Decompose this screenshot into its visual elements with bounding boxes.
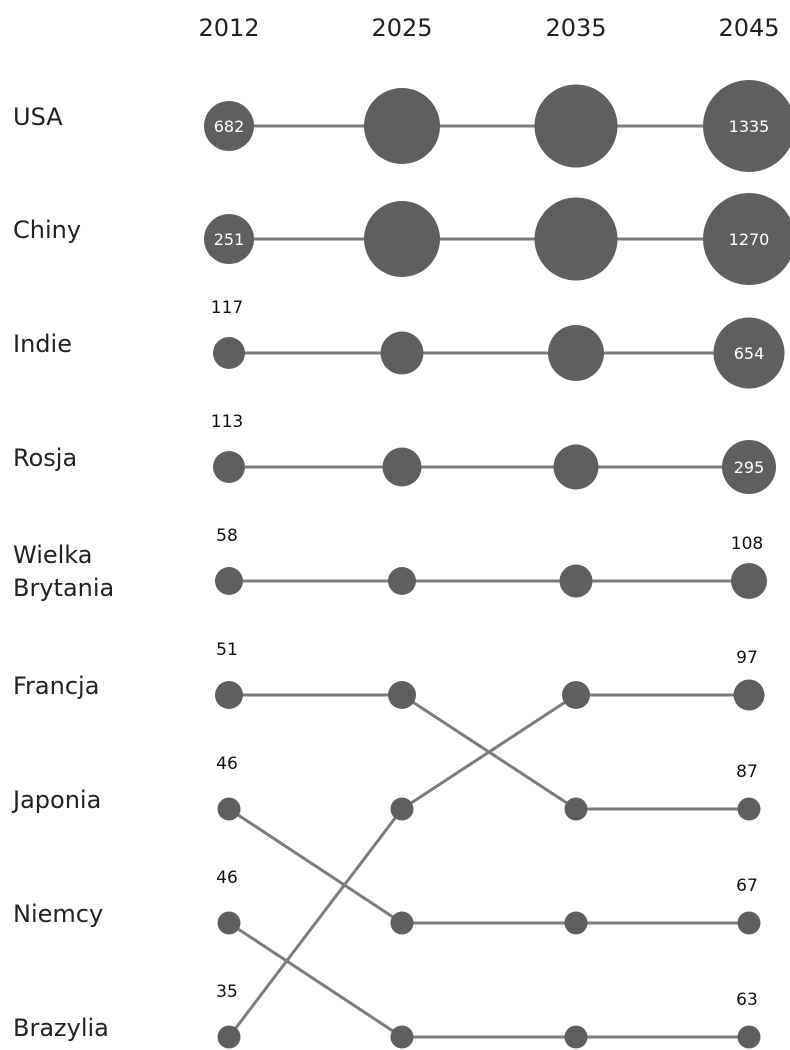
bubble-chiny-2012 [204, 214, 254, 264]
bubble-indie-2012 [213, 337, 245, 369]
bubble-wielka-brytania-2035 [559, 564, 593, 598]
bubble-chiny-2025 [364, 201, 440, 277]
bubble-chiny-2035 [534, 197, 618, 281]
bubble-brazylia-2012 [217, 1025, 241, 1049]
bubble-indie-2035 [548, 325, 604, 381]
bubble-francja-2012 [215, 681, 243, 709]
series-line-brazylia-0 [227, 808, 404, 1038]
year-label-2035: 2035 [545, 14, 606, 42]
end-value-label-5: 97 [736, 648, 758, 668]
series-line-brazylia-1 [401, 693, 577, 811]
end-value-label-4: 108 [731, 534, 763, 554]
bubble-rosja-2045 [722, 440, 776, 494]
end-value-label-0: 1335 [729, 117, 770, 136]
country-label-japonia: Japonia [11, 786, 101, 814]
country-label-niemcy: Niemcy [13, 900, 103, 928]
start-value-label-6: 46 [216, 754, 238, 774]
end-value-label-7: 67 [736, 876, 758, 896]
bubble-rosja-2012 [213, 451, 245, 483]
country-label-indie: Indie [13, 330, 72, 358]
end-value-label-6: 87 [736, 762, 758, 782]
bubble-usa-2012 [204, 101, 254, 151]
bubble-brazylia-2025 [390, 797, 414, 821]
bubble-japonia-2012 [217, 797, 241, 821]
bubble-indie-2045 [713, 317, 785, 389]
bubble-francja-2035 [564, 797, 588, 821]
bubble-japonia-2035 [564, 911, 588, 935]
series-line-japonia-0 [228, 807, 403, 925]
bubble-wielka-brytania-2045 [731, 563, 767, 599]
bubble-usa-2035 [534, 84, 618, 168]
bubble-wielka-brytania-2025 [388, 567, 416, 595]
bubble-indie-2025 [380, 331, 424, 375]
start-value-label-1: 251 [214, 230, 245, 249]
bubble-niemcy-2035 [564, 1025, 588, 1049]
country-label-brazylia: Brazylia [13, 1014, 109, 1042]
bubble-rosja-2035 [553, 444, 599, 490]
country-label-usa: USA [13, 103, 63, 131]
country-label-francja: Francja [13, 672, 99, 700]
country-label-rosja: Rosja [13, 444, 77, 472]
bubble-japonia-2025 [390, 911, 414, 935]
end-value-label-2: 654 [734, 344, 765, 363]
start-value-label-0: 682 [214, 117, 245, 136]
year-label-2045: 2045 [718, 14, 779, 42]
bubble-brazylia-2035 [562, 681, 590, 709]
start-value-label-5: 51 [216, 640, 238, 660]
start-value-label-2: 117 [211, 298, 243, 318]
bubble-francja-2045 [737, 797, 761, 821]
start-value-label-4: 58 [216, 526, 238, 546]
bubble-chiny-2045 [703, 193, 790, 285]
start-value-label-7: 46 [216, 868, 238, 888]
bubble-francja-2025 [388, 681, 416, 709]
year-label-2025: 2025 [371, 14, 432, 42]
end-value-label-3: 295 [734, 458, 765, 477]
bubble-niemcy-2025 [390, 1025, 414, 1049]
country-label-wielka-brytania: Wielka Brytania [13, 541, 114, 602]
series-line-niemcy-0 [228, 921, 403, 1039]
end-value-label-1: 1270 [729, 230, 770, 249]
country-label-chiny: Chiny [13, 216, 81, 244]
start-value-label-8: 35 [216, 982, 238, 1002]
bubble-japonia-2045 [737, 911, 761, 935]
bubble-rosja-2025 [382, 447, 422, 487]
bubble-brazylia-2045 [733, 679, 765, 711]
end-value-label-8: 63 [736, 990, 758, 1010]
country-label-line: Brytania [13, 574, 114, 602]
bubble-wielka-brytania-2012 [215, 567, 243, 595]
country-label-line: Wielka [13, 541, 93, 569]
bubble-usa-2025 [364, 88, 440, 164]
bubble-niemcy-2012 [217, 911, 241, 935]
start-value-label-3: 113 [211, 412, 243, 432]
year-label-2012: 2012 [198, 14, 259, 42]
bubble-niemcy-2045 [737, 1025, 761, 1049]
bubble-usa-2045 [703, 80, 790, 172]
